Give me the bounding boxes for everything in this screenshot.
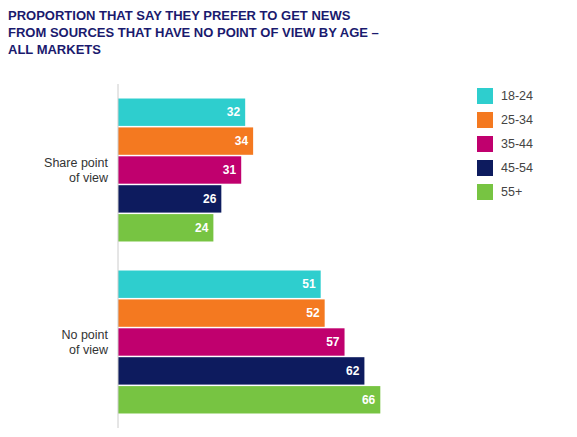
legend-label: 35-44	[501, 137, 533, 151]
bar	[118, 357, 364, 384]
data-label: 57	[326, 335, 340, 349]
chart: PROPORTION THAT SAY THEY PREFER TO GET N…	[0, 0, 577, 437]
data-label: 52	[306, 306, 320, 320]
bar	[118, 185, 221, 212]
data-label: 66	[362, 393, 376, 407]
data-label: 24	[195, 221, 209, 235]
legend-label: 25-34	[501, 113, 533, 127]
data-label: 51	[302, 277, 316, 291]
bar	[118, 99, 245, 126]
bar	[118, 271, 321, 298]
legend-swatch	[477, 160, 493, 176]
bar	[118, 127, 253, 154]
bar	[118, 156, 241, 183]
bars	[118, 99, 380, 414]
bar	[118, 299, 325, 326]
legend-swatch	[477, 184, 493, 200]
data-label: 26	[203, 192, 217, 206]
data-label: 31	[223, 163, 237, 177]
bar	[118, 328, 345, 355]
bar	[118, 386, 380, 413]
chart-container: PROPORTION THAT SAY THEY PREFER TO GET N…	[0, 0, 577, 437]
data-label: 34	[235, 134, 249, 148]
title: PROPORTION THAT SAY THEY PREFER TO GET N…	[8, 8, 379, 57]
legend-swatch	[477, 136, 493, 152]
legend-label: 45-54	[501, 161, 533, 175]
category-label: No pointof view	[61, 328, 109, 357]
data-labels: 32 34 31 26 24 51 52 57 62 66	[195, 105, 376, 407]
category-label: Share pointof view	[44, 156, 109, 185]
legend-label: 18-24	[501, 89, 533, 103]
data-label: 62	[346, 364, 360, 378]
bar	[118, 214, 213, 241]
legend: 18-24 25-34 35-44 45-54 55+	[477, 88, 533, 200]
data-label: 32	[227, 105, 241, 119]
legend-label: 55+	[501, 185, 522, 199]
axis-line	[118, 84, 119, 428]
legend-swatch	[477, 112, 493, 128]
legend-swatch	[477, 88, 493, 104]
